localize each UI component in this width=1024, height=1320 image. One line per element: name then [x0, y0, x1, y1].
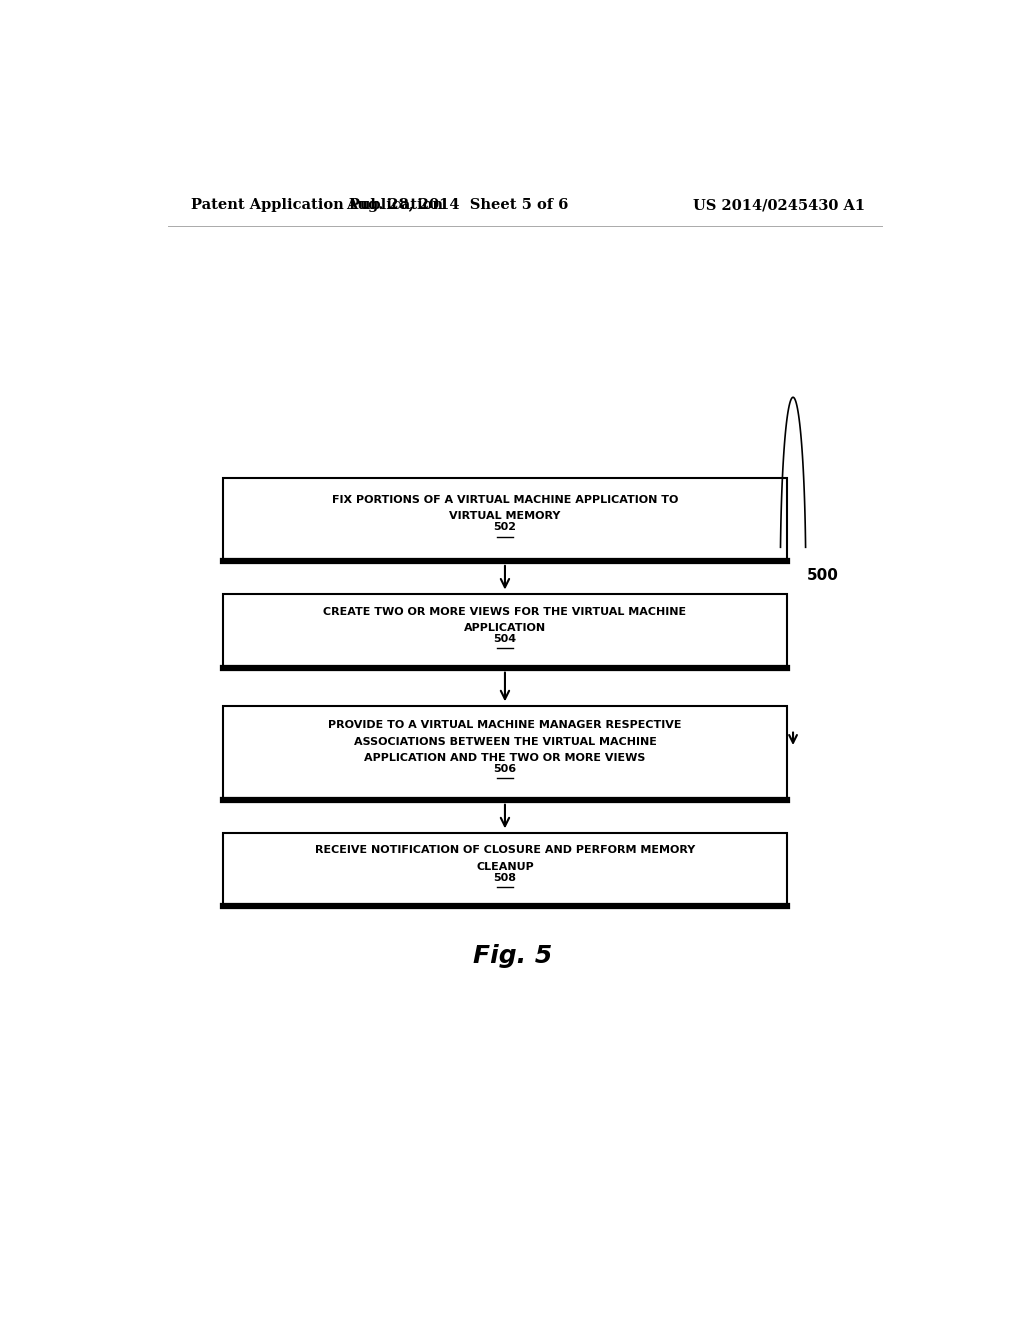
Text: 502: 502	[494, 523, 516, 532]
Text: 504: 504	[494, 634, 516, 644]
Text: FIX PORTIONS OF A VIRTUAL MACHINE APPLICATION TO: FIX PORTIONS OF A VIRTUAL MACHINE APPLIC…	[332, 495, 678, 504]
Text: Patent Application Publication: Patent Application Publication	[191, 198, 443, 213]
Text: APPLICATION AND THE TWO OR MORE VIEWS: APPLICATION AND THE TWO OR MORE VIEWS	[365, 752, 646, 763]
Bar	[223, 478, 786, 561]
Text: Fig. 5: Fig. 5	[473, 944, 553, 969]
Text: 508: 508	[494, 873, 516, 883]
Text: ASSOCIATIONS BETWEEN THE VIRTUAL MACHINE: ASSOCIATIONS BETWEEN THE VIRTUAL MACHINE	[353, 737, 656, 747]
Bar	[223, 833, 786, 907]
Text: US 2014/0245430 A1: US 2014/0245430 A1	[692, 198, 865, 213]
Text: APPLICATION: APPLICATION	[464, 623, 546, 632]
Text: CLEANUP: CLEANUP	[476, 862, 534, 871]
Text: RECEIVE NOTIFICATION OF CLOSURE AND PERFORM MEMORY: RECEIVE NOTIFICATION OF CLOSURE AND PERF…	[314, 845, 695, 855]
Bar	[223, 706, 786, 800]
Text: CREATE TWO OR MORE VIEWS FOR THE VIRTUAL MACHINE: CREATE TWO OR MORE VIEWS FOR THE VIRTUAL…	[324, 606, 686, 616]
Text: 506: 506	[494, 764, 516, 775]
Bar	[223, 594, 786, 668]
Text: PROVIDE TO A VIRTUAL MACHINE MANAGER RESPECTIVE: PROVIDE TO A VIRTUAL MACHINE MANAGER RES…	[329, 721, 682, 730]
Text: VIRTUAL MEMORY: VIRTUAL MEMORY	[450, 511, 561, 521]
Text: 500: 500	[807, 568, 839, 582]
Text: Aug. 28, 2014  Sheet 5 of 6: Aug. 28, 2014 Sheet 5 of 6	[346, 198, 568, 213]
